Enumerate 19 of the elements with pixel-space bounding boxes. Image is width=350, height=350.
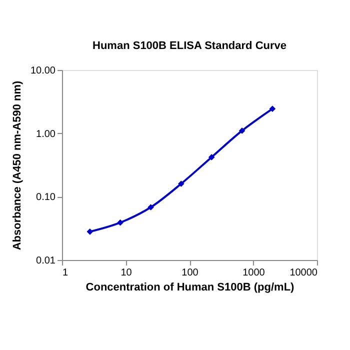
y-tick-label: 0.10 xyxy=(36,192,56,204)
y-tick-label: 10.00 xyxy=(30,66,56,76)
point xyxy=(238,128,246,134)
point xyxy=(86,228,94,235)
point xyxy=(178,180,184,187)
y-tick-label: 0.01 xyxy=(36,256,56,266)
x-tick-label: 1 xyxy=(62,268,68,278)
point xyxy=(269,106,276,112)
x-tick-label: 10 xyxy=(120,268,132,278)
x-tick-label: 100 xyxy=(182,268,199,278)
chart-title: Human S100B ELISA Standard Curve xyxy=(92,40,286,52)
x-tick-label: 1000 xyxy=(242,268,266,278)
point xyxy=(208,154,215,160)
x-axis-title: Concentration of Human S100B (pg/mL) xyxy=(86,282,295,294)
x-tick-label: 10000 xyxy=(290,268,318,278)
point xyxy=(117,219,124,226)
y-axis-title: Absorbance (A450 nm-A590 nm) xyxy=(11,80,24,250)
point xyxy=(148,204,154,210)
y-tick-label: 1.00 xyxy=(36,128,56,140)
